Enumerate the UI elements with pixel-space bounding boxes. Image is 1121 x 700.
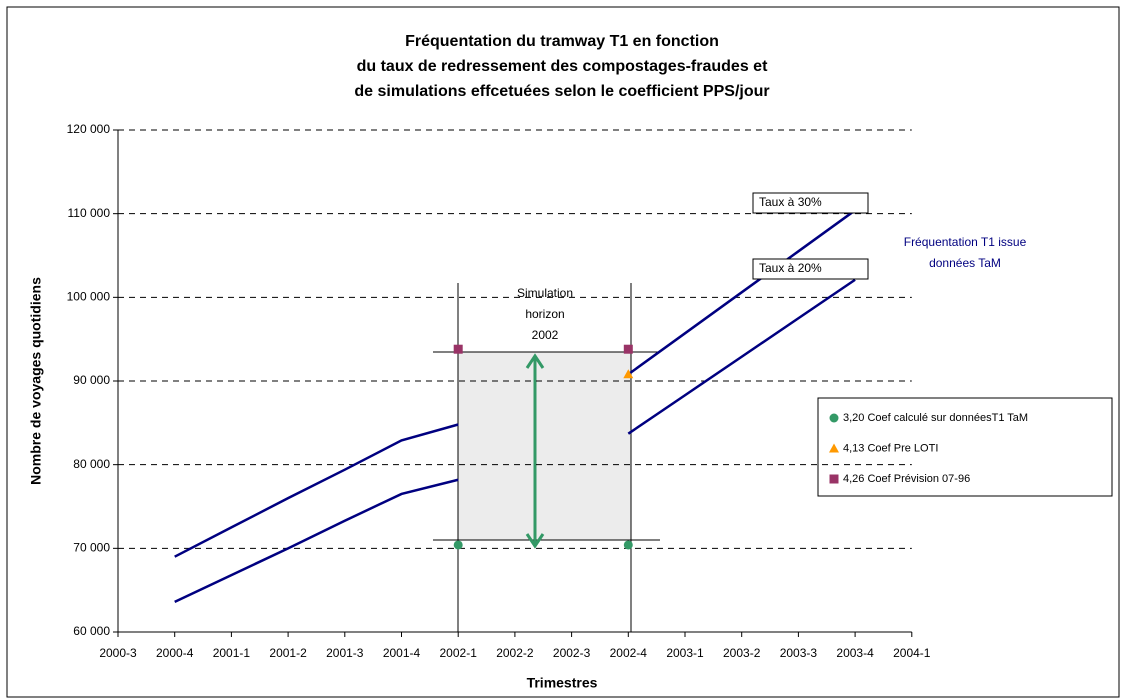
chart-title: du taux de redressement des compostages-…	[357, 58, 768, 75]
legend-label: 4,13 Coef Pre LOTI	[843, 442, 938, 454]
range-arrow	[525, 353, 545, 549]
point	[829, 443, 839, 453]
y-axis-label: Nombre de voyages quotidiens	[28, 277, 44, 485]
legend-label: 3,20 Coef calculé sur donnéesT1 TaM	[843, 412, 1028, 424]
legend	[817, 397, 1113, 497]
y-tick-label: 80 000	[73, 457, 110, 471]
x-axis-label: Trimestres	[527, 675, 598, 691]
annotation: données TaM	[929, 256, 1001, 270]
point	[453, 540, 463, 550]
x-tick-label: 2002-2	[496, 646, 534, 660]
point	[829, 474, 839, 484]
x-tick-label: 2000-3	[99, 646, 137, 660]
x-tick-label: 2001-3	[326, 646, 364, 660]
line-series	[174, 209, 856, 558]
annotation: Fréquentation T1 issue	[904, 235, 1027, 249]
x-tick-label: 2001-2	[269, 646, 307, 660]
line-label-box	[752, 258, 869, 280]
simulation-label: 2002	[532, 328, 559, 342]
x-tick-label: 2003-1	[666, 646, 704, 660]
x-tick-label: 2004-1	[893, 646, 931, 660]
line-label: Taux à 20%	[759, 261, 822, 275]
x-tick-label: 2001-1	[213, 646, 251, 660]
simulation-label: horizon	[525, 307, 564, 321]
x-tick-label: 2002-3	[553, 646, 591, 660]
point	[623, 540, 633, 550]
x-tick-label: 2001-4	[383, 646, 421, 660]
x-tick-label: 2003-2	[723, 646, 761, 660]
line-label: Taux à 30%	[759, 195, 822, 209]
x-tick-label: 2000-4	[156, 646, 194, 660]
chart-title: Fréquentation du tramway T1 en fonction	[405, 33, 719, 50]
y-tick-label: 90 000	[73, 373, 110, 387]
y-tick-label: 70 000	[73, 541, 110, 555]
x-tick-label: 2002-4	[610, 646, 648, 660]
chart-title: de simulations effcetuées selon le coeff…	[354, 83, 769, 100]
y-tick-label: 120 000	[67, 122, 111, 136]
line-series	[174, 278, 856, 604]
point	[829, 413, 839, 423]
x-tick-label: 2003-4	[836, 646, 874, 660]
x-tick-label: 2003-3	[780, 646, 818, 660]
line-label-box	[752, 192, 869, 214]
x-tick-label: 2002-1	[440, 646, 478, 660]
point	[453, 344, 463, 354]
simulation-area	[458, 352, 631, 540]
y-tick-label: 110 000	[68, 206, 111, 220]
point	[623, 369, 634, 379]
y-tick-label: 60 000	[73, 624, 110, 638]
y-tick-label: 100 000	[67, 290, 111, 304]
legend-label: 4,26 Coef Prévision 07-96	[843, 473, 970, 485]
simulation-label: Simulation	[517, 286, 573, 300]
point	[623, 344, 633, 354]
